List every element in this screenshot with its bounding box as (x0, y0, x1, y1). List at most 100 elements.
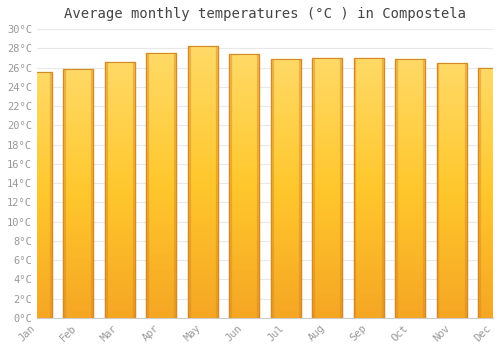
Bar (436, 98, 466, 101)
Bar (22, 198, 52, 200)
Bar (22, 109, 52, 112)
Bar (354, 263, 384, 266)
Bar (146, 154, 176, 156)
Bar (22, 170, 52, 173)
Bar (22, 284, 52, 286)
Bar (146, 310, 176, 313)
Bar (312, 253, 342, 255)
Bar (105, 108, 134, 111)
Bar (22, 153, 52, 156)
Bar (230, 104, 259, 107)
Bar (395, 225, 425, 227)
Bar (188, 185, 218, 188)
Bar (64, 70, 93, 318)
Bar (478, 100, 500, 103)
Bar (395, 155, 425, 157)
Bar (436, 104, 466, 106)
Bar (395, 310, 425, 313)
Bar (478, 220, 500, 223)
Bar (188, 136, 218, 139)
Bar (312, 107, 342, 110)
Bar (478, 203, 500, 205)
Bar (105, 75, 134, 77)
Bar (354, 258, 384, 261)
Bar (270, 98, 300, 100)
Bar (270, 315, 300, 318)
Bar (64, 134, 93, 136)
Bar (230, 170, 259, 173)
Bar (478, 300, 500, 303)
Bar (395, 142, 425, 144)
Bar (436, 300, 466, 302)
Bar (22, 261, 52, 264)
Bar (312, 66, 342, 68)
Bar (312, 86, 342, 89)
Bar (270, 147, 300, 149)
Bar (188, 196, 218, 198)
Bar (395, 72, 425, 75)
Bar (230, 107, 259, 110)
Bar (354, 217, 384, 219)
Bar (230, 218, 259, 220)
Bar (395, 116, 425, 118)
Bar (188, 206, 218, 209)
Bar (270, 118, 300, 121)
Bar (146, 304, 176, 307)
Bar (105, 180, 134, 182)
Bar (188, 285, 218, 288)
Bar (64, 147, 93, 149)
Bar (270, 235, 300, 238)
Bar (478, 75, 500, 78)
Bar (146, 177, 176, 180)
Bar (478, 95, 500, 98)
Bar (270, 59, 300, 318)
Bar (270, 59, 300, 62)
Bar (312, 217, 342, 219)
Bar (64, 261, 93, 263)
Bar (188, 65, 218, 68)
Bar (188, 68, 218, 71)
Bar (478, 248, 500, 250)
Bar (395, 251, 425, 253)
Bar (354, 185, 384, 188)
Bar (395, 227, 425, 230)
Bar (105, 172, 134, 174)
Bar (105, 154, 134, 156)
Bar (436, 149, 466, 152)
Bar (354, 177, 384, 180)
Bar (22, 92, 52, 94)
Bar (22, 112, 52, 114)
Bar (478, 168, 500, 170)
Bar (395, 162, 425, 165)
Bar (230, 112, 259, 115)
Bar (22, 205, 52, 208)
Bar (105, 113, 134, 116)
Bar (340, 58, 342, 318)
Bar (312, 294, 342, 297)
Bar (270, 194, 300, 196)
Bar (478, 110, 500, 113)
Bar (270, 212, 300, 214)
Bar (188, 120, 218, 122)
Bar (105, 282, 134, 285)
Bar (270, 108, 300, 111)
Bar (436, 211, 466, 213)
Bar (354, 81, 384, 84)
Bar (436, 257, 466, 259)
Bar (146, 90, 176, 93)
Bar (22, 119, 52, 121)
Bar (22, 215, 52, 217)
Bar (230, 160, 259, 162)
Bar (354, 139, 384, 141)
Bar (22, 212, 52, 215)
Bar (188, 141, 218, 144)
Bar (270, 199, 300, 201)
Bar (312, 115, 342, 118)
Bar (395, 269, 425, 271)
Bar (146, 170, 176, 172)
Bar (395, 271, 425, 274)
Bar (478, 72, 500, 75)
Bar (354, 99, 384, 102)
Bar (436, 157, 466, 160)
Bar (312, 61, 342, 63)
